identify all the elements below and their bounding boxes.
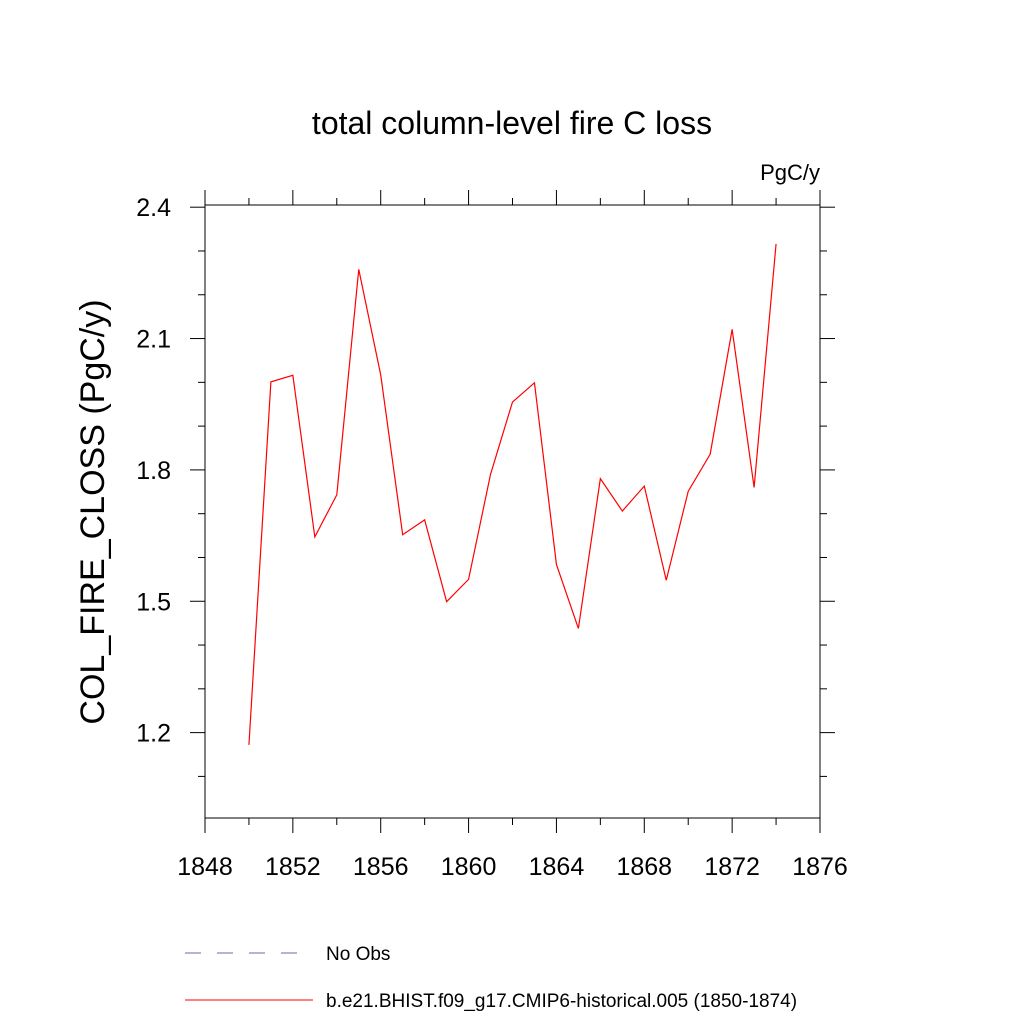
y-tick-label: 2.4 bbox=[136, 194, 171, 222]
x-tick-label: 1860 bbox=[441, 853, 497, 881]
legend: No Obs b.e21.BHIST.f09_g17.CMIP6-historic… bbox=[185, 944, 797, 1012]
x-tick-label: 1852 bbox=[265, 853, 321, 881]
y-tick-label: 1.5 bbox=[136, 588, 171, 616]
y-tick-label: 1.2 bbox=[136, 720, 171, 748]
y-tick-label: 1.8 bbox=[136, 457, 171, 485]
x-tick-label: 1876 bbox=[792, 853, 848, 881]
y-tick-label: 2.1 bbox=[136, 326, 171, 354]
legend-label: No Obs bbox=[326, 944, 390, 965]
x-tick-label: 1848 bbox=[177, 853, 233, 881]
legend-label: b.e21.BHIST.f09_g17.CMIP6-historical.005… bbox=[326, 991, 797, 1012]
x-tick-label: 1868 bbox=[616, 853, 672, 881]
x-tick-label: 1864 bbox=[529, 853, 585, 881]
x-tick-label: 1872 bbox=[704, 853, 760, 881]
y-axis-label: COL_FIRE_CLOSS (PgC/y) bbox=[74, 299, 112, 724]
series-line bbox=[248, 243, 777, 745]
chart-title: total column-level fire C loss bbox=[312, 105, 712, 141]
x-tick-label: 1856 bbox=[353, 853, 409, 881]
plot-frame bbox=[204, 204, 821, 819]
axis-ticks: 1848 1852 1856 1860 1864 1868 1872 1876 1.2 1.5 1.… bbox=[136, 190, 848, 881]
series-layer bbox=[248, 243, 777, 745]
units-label: PgC/y bbox=[760, 160, 820, 185]
